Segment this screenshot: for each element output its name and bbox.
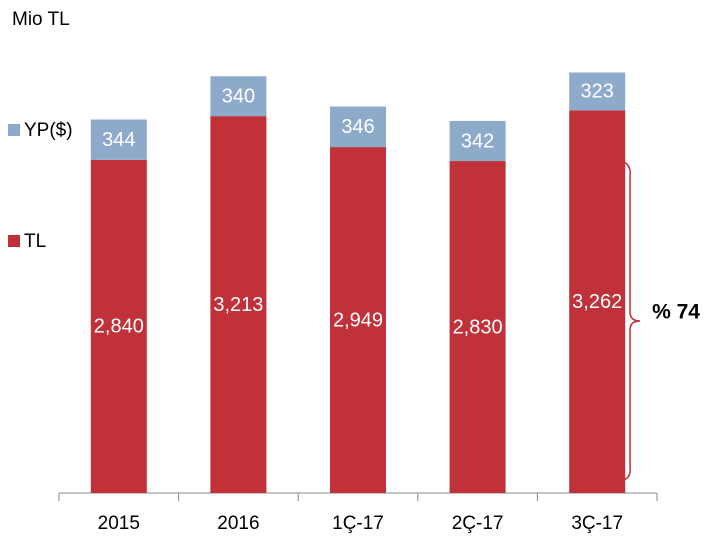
x-tick-label: 2Ç-17 [452,513,504,534]
legend-swatch [8,124,20,136]
bar-segment [449,120,506,162]
data-label: 346 [341,116,374,138]
bar-segment [330,147,386,493]
data-label: 342 [461,130,494,152]
legend-label: TL [24,231,46,252]
bar-segment [210,116,267,494]
bar-segment [449,161,506,493]
bar-segment [90,119,147,160]
x-tick-label: 2016 [217,513,259,534]
data-label: 2,830 [453,316,503,338]
bar-segment [90,159,147,493]
bar-segment [210,76,267,117]
legend-label: YP($) [24,120,73,141]
bar-segment [569,110,626,493]
x-tick-label: 3Ç-17 [571,513,623,534]
bar-segment [569,72,626,111]
x-tick-label: 1Ç-17 [332,513,384,534]
data-label: 2,840 [94,316,144,338]
chart-title: Mio TL [12,9,70,30]
data-label: 3,213 [213,294,263,316]
data-label: 323 [581,81,614,103]
legend-swatch [8,235,20,247]
data-label: 2,949 [333,309,383,331]
x-tick-label: 2015 [98,513,140,534]
data-label: 344 [102,129,135,151]
data-label: 340 [222,85,255,107]
data-label: 3,262 [572,291,622,313]
annotation: % 74 [652,301,700,324]
bar-segment [330,106,386,148]
brace [611,159,641,483]
